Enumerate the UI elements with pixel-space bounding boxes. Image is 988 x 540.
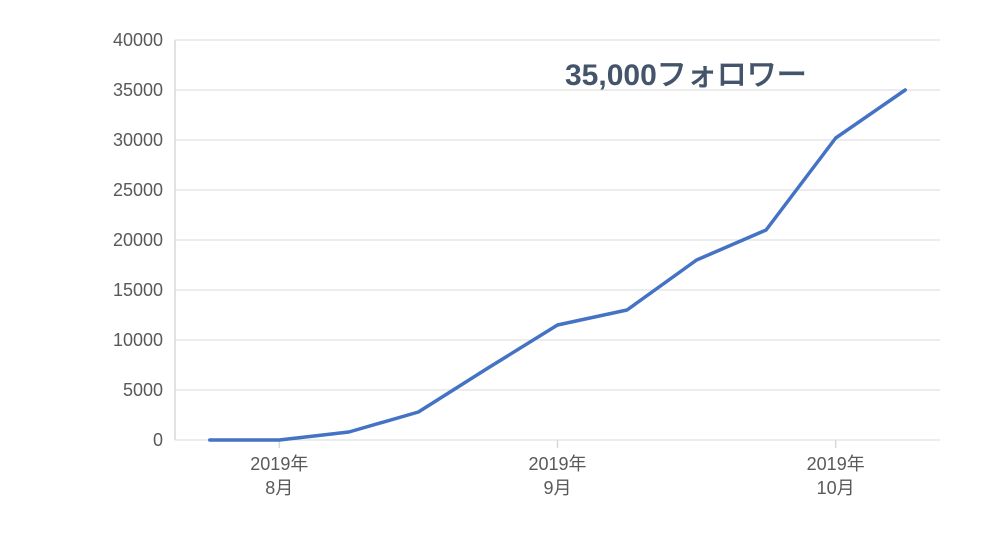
svg-text:35000: 35000 [113, 80, 163, 100]
svg-text:2019年: 2019年 [807, 454, 865, 474]
svg-text:15000: 15000 [113, 280, 163, 300]
x-tick-label: 2019年 9月 [528, 454, 586, 498]
svg-text:10000: 10000 [113, 330, 163, 350]
svg-text:40000: 40000 [113, 30, 163, 50]
y-tick-label: 20000 [113, 230, 163, 250]
y-tick-label: 15000 [113, 280, 163, 300]
svg-text:2019年: 2019年 [250, 454, 308, 474]
y-tick-label: 0 [153, 430, 163, 450]
data-line [210, 90, 905, 440]
y-tick-label: 35000 [113, 80, 163, 100]
y-tick-label: 10000 [113, 330, 163, 350]
svg-text:30000: 30000 [113, 130, 163, 150]
svg-text:0: 0 [153, 430, 163, 450]
svg-text:10月: 10月 [817, 478, 855, 498]
svg-text:5000: 5000 [123, 380, 163, 400]
y-tick-label: 30000 [113, 130, 163, 150]
y-tick-label: 40000 [113, 30, 163, 50]
follower-line-chart: 0 5000 10000 15000 20000 25000 30000 35000 40000… [0, 0, 988, 540]
svg-text:2019年: 2019年 [528, 454, 586, 474]
svg-text:25000: 25000 [113, 180, 163, 200]
svg-text:20000: 20000 [113, 230, 163, 250]
y-tick-label: 5000 [123, 380, 163, 400]
svg-text:9月: 9月 [543, 478, 571, 498]
callout-35000-followers: 35,000フォロワー [565, 50, 807, 94]
x-tick-label: 2019年 8月 [250, 454, 308, 498]
x-tick-label: 2019年 10月 [807, 454, 865, 498]
y-tick-label: 25000 [113, 180, 163, 200]
svg-text:8月: 8月 [265, 478, 293, 498]
chart-svg: 0 5000 10000 15000 20000 25000 30000 35000 40000… [0, 0, 988, 540]
